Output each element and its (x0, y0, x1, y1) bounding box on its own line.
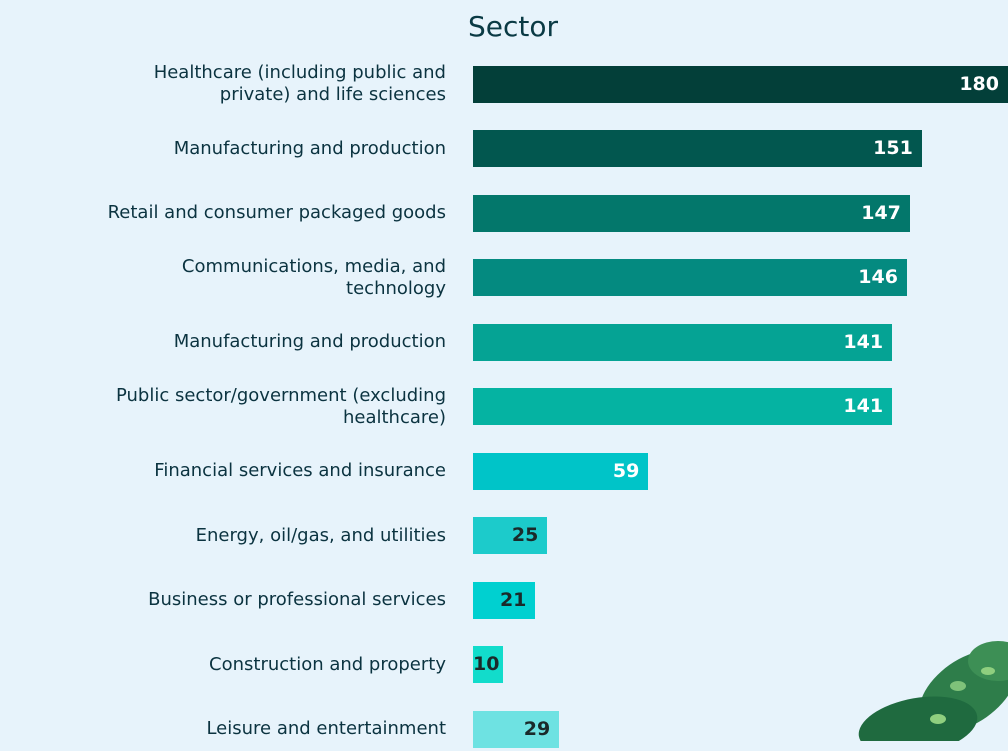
category-text: Manufacturing and production (174, 138, 446, 160)
value-label: 147 (473, 195, 901, 232)
value-label: 21 (473, 582, 526, 619)
category-text: Energy, oil/gas, and utilities (196, 525, 446, 547)
value-label: 151 (473, 130, 913, 167)
category-label: Energy, oil/gas, and utilities (0, 514, 446, 558)
value-label: 141 (473, 324, 883, 361)
category-text: Communications, media, and technology (106, 256, 446, 300)
category-label: Business or professional services (0, 578, 446, 622)
category-label: Construction and property (0, 643, 446, 687)
category-label: Communications, media, and technology (0, 256, 446, 300)
category-label: Financial services and insurance (0, 449, 446, 493)
chart-title: Sector (0, 10, 1008, 43)
category-text: Leisure and entertainment (206, 718, 446, 740)
value-label: 141 (473, 388, 883, 425)
category-text: Manufacturing and production (174, 331, 446, 353)
category-text: Construction and property (209, 654, 446, 676)
category-label: Healthcare (including public and private… (0, 62, 446, 106)
category-text: Financial services and insurance (154, 460, 446, 482)
value-label: 10 (473, 646, 495, 683)
value-label: 180 (473, 66, 999, 103)
value-label: 146 (473, 259, 898, 296)
category-label: Public sector/government (excluding heal… (0, 385, 446, 429)
category-label: Leisure and entertainment (0, 707, 446, 751)
value-label: 59 (473, 453, 639, 490)
category-label: Manufacturing and production (0, 320, 446, 364)
category-text: Healthcare (including public and private… (106, 62, 446, 106)
value-label: 29 (473, 711, 550, 748)
page: Sector (() => { const data = JSON.parse(… (0, 0, 1008, 741)
category-label: Retail and consumer packaged goods (0, 191, 446, 235)
category-text: Retail and consumer packaged goods (108, 202, 446, 224)
decoration (848, 631, 1008, 741)
value-label: 25 (473, 517, 538, 554)
category-label: Manufacturing and production (0, 127, 446, 171)
category-text: Public sector/government (excluding heal… (106, 385, 446, 429)
category-text: Business or professional services (148, 589, 446, 611)
